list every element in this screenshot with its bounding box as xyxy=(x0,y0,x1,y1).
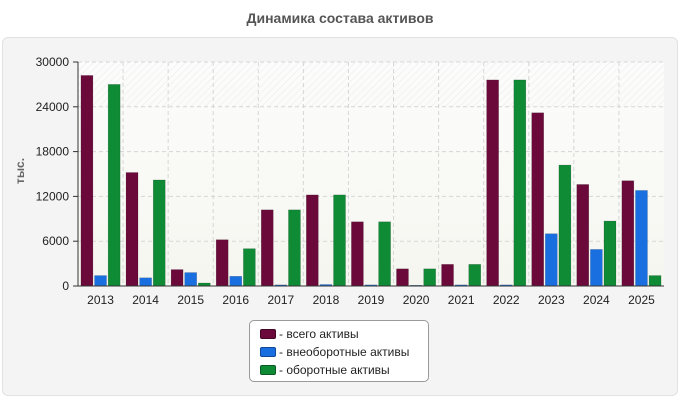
bar xyxy=(635,190,648,287)
bar xyxy=(139,277,152,287)
legend-item-current-assets[interactable]: - оборотные активы xyxy=(260,361,428,379)
grid-layer xyxy=(78,61,664,286)
x-tick-label: 2018 xyxy=(313,293,340,307)
chart-title: Динамика состава активов xyxy=(246,10,434,26)
legend-label-noncurrent-assets: - внеоборотные активы xyxy=(279,345,410,359)
x-tick-label: 2017 xyxy=(267,293,294,307)
x-tick-label: 2024 xyxy=(583,293,610,307)
bar xyxy=(243,248,256,287)
x-tick-label: 2022 xyxy=(493,293,520,307)
legend-item-total-assets[interactable]: - всего активы xyxy=(260,325,428,343)
bar xyxy=(215,239,229,287)
bar xyxy=(184,272,197,287)
bar xyxy=(306,194,319,287)
legend-swatch-noncurrent-assets xyxy=(260,347,276,357)
y-tick-label: 18000 xyxy=(36,145,70,159)
x-tick-label: 2013 xyxy=(87,293,114,307)
axis-layer xyxy=(73,61,664,287)
bar xyxy=(468,264,481,287)
bar xyxy=(351,221,364,287)
legend-item-noncurrent-assets[interactable]: - внеоборотные активы xyxy=(260,343,428,361)
bar xyxy=(80,75,94,287)
bar xyxy=(152,179,166,287)
x-tick-label: 2016 xyxy=(222,293,249,307)
x-tick-label: 2021 xyxy=(448,293,475,307)
y-tick-label: 12000 xyxy=(36,189,70,203)
bar xyxy=(170,269,184,287)
bar xyxy=(590,249,603,287)
bar xyxy=(576,184,590,287)
x-tick-label: 2014 xyxy=(132,293,159,307)
bar xyxy=(261,209,274,287)
bar xyxy=(558,164,572,287)
x-tick-label: 2015 xyxy=(177,293,204,307)
legend-label-current-assets: - оборотные активы xyxy=(279,363,390,377)
bar xyxy=(531,112,544,287)
bar xyxy=(396,268,409,287)
bar xyxy=(333,194,346,287)
y-tick-label: 30000 xyxy=(36,55,70,69)
bar xyxy=(648,275,662,287)
bar xyxy=(545,233,558,287)
y-tick-label: 0 xyxy=(62,279,69,293)
bar xyxy=(288,209,301,287)
bar xyxy=(125,172,139,287)
y-axis-title: тыс. xyxy=(13,158,27,184)
bar xyxy=(513,79,527,287)
x-tick-label: 2020 xyxy=(403,293,430,307)
bar xyxy=(486,79,499,287)
bar xyxy=(621,180,635,287)
legend-swatch-current-assets xyxy=(260,365,276,375)
bar xyxy=(603,220,617,287)
x-tick-label: 2019 xyxy=(358,293,385,307)
y-tick-label: 6000 xyxy=(42,234,69,248)
bar xyxy=(441,264,454,287)
plot-hatch-area xyxy=(78,62,664,107)
y-tick-label: 24000 xyxy=(36,100,70,114)
x-tick-label: 2025 xyxy=(628,293,655,307)
bar xyxy=(378,221,391,287)
bar xyxy=(94,275,107,287)
bar xyxy=(229,276,243,287)
bar xyxy=(423,268,436,287)
legend: - всего активы - внеоборотные активы - о… xyxy=(249,320,429,382)
legend-swatch-total-assets xyxy=(260,329,276,339)
label-layer: 0 6000 12000 18000 24000 30000 2013 2014 2015 201… xyxy=(36,55,656,307)
x-tick-label: 2023 xyxy=(538,293,565,307)
legend-label-total-assets: - всего активы xyxy=(279,327,359,341)
bar xyxy=(107,84,121,287)
